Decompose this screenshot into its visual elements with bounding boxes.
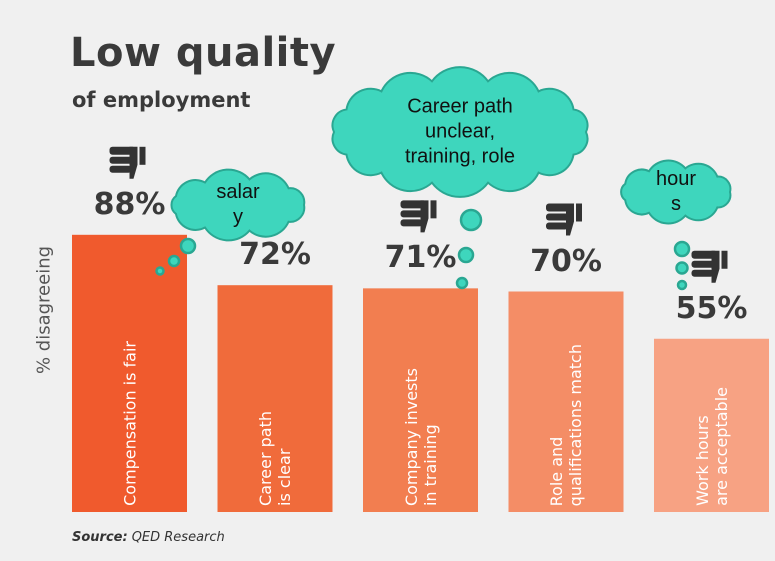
thought-bubble xyxy=(459,248,473,262)
category-label: Compensation is fair xyxy=(108,341,152,506)
icon-part xyxy=(110,166,132,173)
value-label: 71% xyxy=(385,240,457,275)
value-label: 55% xyxy=(676,291,748,326)
thought-bubble xyxy=(157,268,164,275)
annotation: salar y xyxy=(216,180,259,230)
thumbs-down-icon xyxy=(401,200,437,232)
icon-part xyxy=(130,147,138,179)
thought-bubble xyxy=(457,278,467,288)
thought-bubble xyxy=(181,239,195,253)
category-label: Work hours are acceptable xyxy=(690,387,734,506)
category-label: Career path is clear xyxy=(253,411,297,506)
icon-part xyxy=(431,200,437,218)
icon-part xyxy=(576,204,582,222)
thought-bubble xyxy=(677,263,688,274)
category-label: Role and qualifications match xyxy=(544,344,588,506)
y-axis-label: % disagreeing xyxy=(34,246,55,374)
icon-part xyxy=(546,223,568,230)
icon-part xyxy=(712,251,720,283)
source-text: QED Research xyxy=(132,530,225,545)
thumbs-down-icon xyxy=(692,251,728,283)
chart-subtitle: of employment xyxy=(72,88,250,112)
infographic: Low quality of employment % disagreeing … xyxy=(0,0,775,561)
thumbs-down-icon xyxy=(110,147,146,179)
icon-part xyxy=(140,147,146,165)
thought-bubble xyxy=(169,256,179,266)
value-label: 70% xyxy=(530,244,602,279)
source-label: Source: xyxy=(72,530,128,545)
icon-part xyxy=(421,200,429,232)
chart-title: Low quality xyxy=(70,30,336,76)
icon-part xyxy=(722,251,728,269)
source: Source: QED Research xyxy=(72,530,225,545)
thought-bubble xyxy=(675,242,689,256)
category-label: Company invests in training xyxy=(399,368,443,506)
icon-part xyxy=(692,270,714,277)
annotation: hour s xyxy=(656,167,696,217)
icon-part xyxy=(566,204,574,236)
thumbs-down-icon xyxy=(546,204,582,236)
thought-bubble xyxy=(678,281,686,289)
thought-bubble xyxy=(461,210,481,230)
icon-part xyxy=(401,219,423,226)
annotation: Career path unclear, training, role xyxy=(405,95,515,170)
value-label: 88% xyxy=(94,187,166,222)
value-label: 72% xyxy=(239,237,311,272)
